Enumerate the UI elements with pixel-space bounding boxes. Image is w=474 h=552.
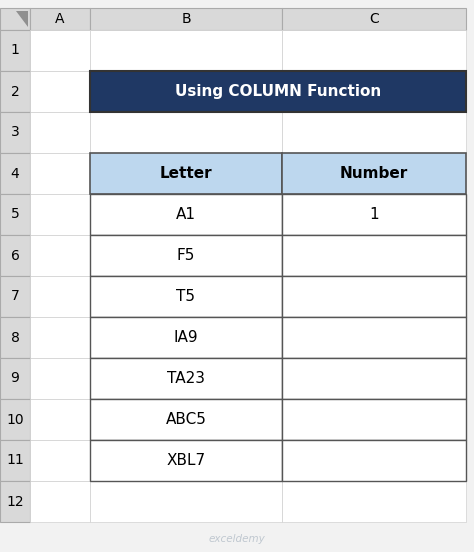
Bar (282, 194, 466, 235)
Bar (90, 481, 282, 522)
Bar (282, 317, 466, 358)
Bar (30, 440, 90, 481)
Bar (30, 112, 90, 153)
Bar (30, 317, 90, 358)
Bar (90, 317, 282, 358)
Bar (282, 235, 466, 276)
Bar (90, 399, 282, 440)
Text: 6: 6 (10, 248, 19, 263)
Text: B: B (181, 12, 191, 26)
Bar (90, 235, 282, 276)
Bar (30, 276, 90, 317)
Bar (90, 112, 282, 153)
Bar (0, 71, 30, 112)
Text: 8: 8 (10, 331, 19, 344)
Bar (30, 235, 90, 276)
Bar (282, 8, 466, 30)
Bar (0, 8, 30, 30)
Bar (30, 194, 90, 235)
Text: TA23: TA23 (167, 371, 205, 386)
Text: 1: 1 (369, 207, 379, 222)
Text: 7: 7 (10, 289, 19, 304)
Bar (90, 8, 282, 30)
Bar (0, 235, 30, 276)
Bar (30, 8, 90, 30)
Text: C: C (369, 12, 379, 26)
Bar (30, 30, 90, 71)
Text: 1: 1 (10, 44, 19, 57)
Text: 9: 9 (10, 371, 19, 385)
Bar (0, 399, 30, 440)
Bar (90, 358, 282, 399)
Bar (282, 481, 466, 522)
Bar (90, 71, 466, 112)
Bar (90, 30, 282, 71)
Bar (0, 194, 30, 235)
Bar (282, 30, 466, 71)
Text: 2: 2 (10, 84, 19, 98)
Bar (90, 194, 282, 235)
Bar (30, 153, 90, 194)
Text: T5: T5 (176, 289, 195, 304)
Bar (0, 481, 30, 522)
Bar (282, 153, 466, 194)
Bar (90, 153, 282, 194)
Text: ABC5: ABC5 (165, 412, 207, 427)
Bar (0, 317, 30, 358)
Text: 3: 3 (10, 125, 19, 140)
Text: exceldemy: exceldemy (209, 534, 265, 544)
Bar (30, 481, 90, 522)
Text: IA9: IA9 (173, 330, 198, 345)
Bar (282, 112, 466, 153)
Bar (30, 358, 90, 399)
Bar (282, 358, 466, 399)
Text: 5: 5 (10, 208, 19, 221)
Text: 12: 12 (6, 495, 24, 508)
Bar (90, 440, 282, 481)
Bar (0, 440, 30, 481)
Bar (282, 276, 466, 317)
Bar (0, 358, 30, 399)
Text: A1: A1 (176, 207, 196, 222)
Bar (0, 112, 30, 153)
Bar (30, 71, 90, 112)
Bar (282, 440, 466, 481)
Bar (282, 399, 466, 440)
Bar (0, 153, 30, 194)
Polygon shape (17, 11, 28, 26)
Text: Letter: Letter (160, 166, 212, 181)
Text: F5: F5 (177, 248, 195, 263)
Bar (0, 276, 30, 317)
Text: 11: 11 (6, 454, 24, 468)
Text: XBL7: XBL7 (166, 453, 206, 468)
Text: Number: Number (340, 166, 408, 181)
Bar (30, 399, 90, 440)
Text: 4: 4 (10, 167, 19, 181)
Bar (0, 30, 30, 71)
Text: 10: 10 (6, 412, 24, 427)
Text: Using COLUMN Function: Using COLUMN Function (175, 84, 381, 99)
Bar (90, 276, 282, 317)
Text: A: A (55, 12, 65, 26)
